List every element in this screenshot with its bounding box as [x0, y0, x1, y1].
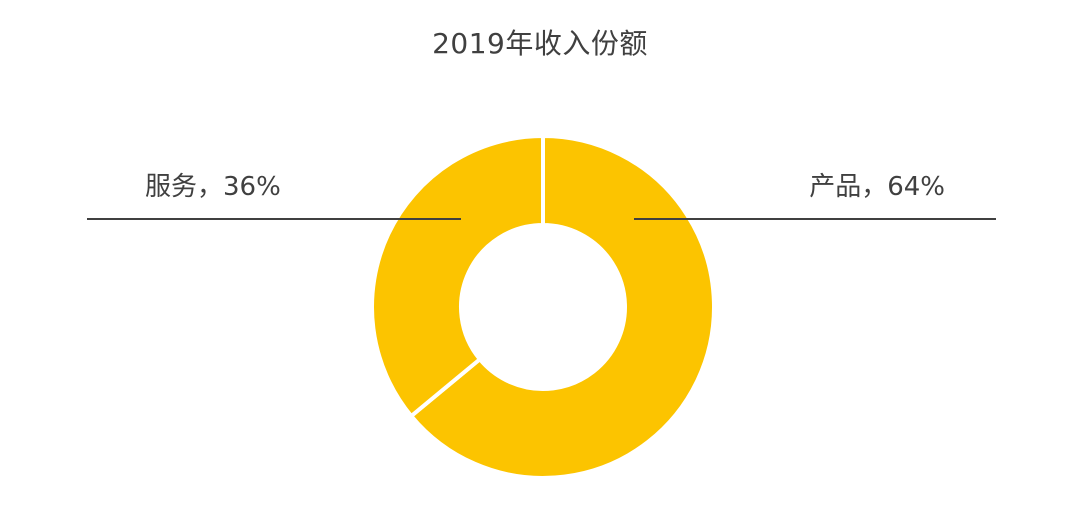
data-label-2: 服务，36%: [145, 172, 281, 202]
pie-slice-2: [370, 133, 545, 419]
chart-title: 2019年收入份额: [432, 27, 648, 60]
pie-slice-1: [408, 133, 716, 480]
data-label-1: 产品，64%: [809, 172, 945, 202]
